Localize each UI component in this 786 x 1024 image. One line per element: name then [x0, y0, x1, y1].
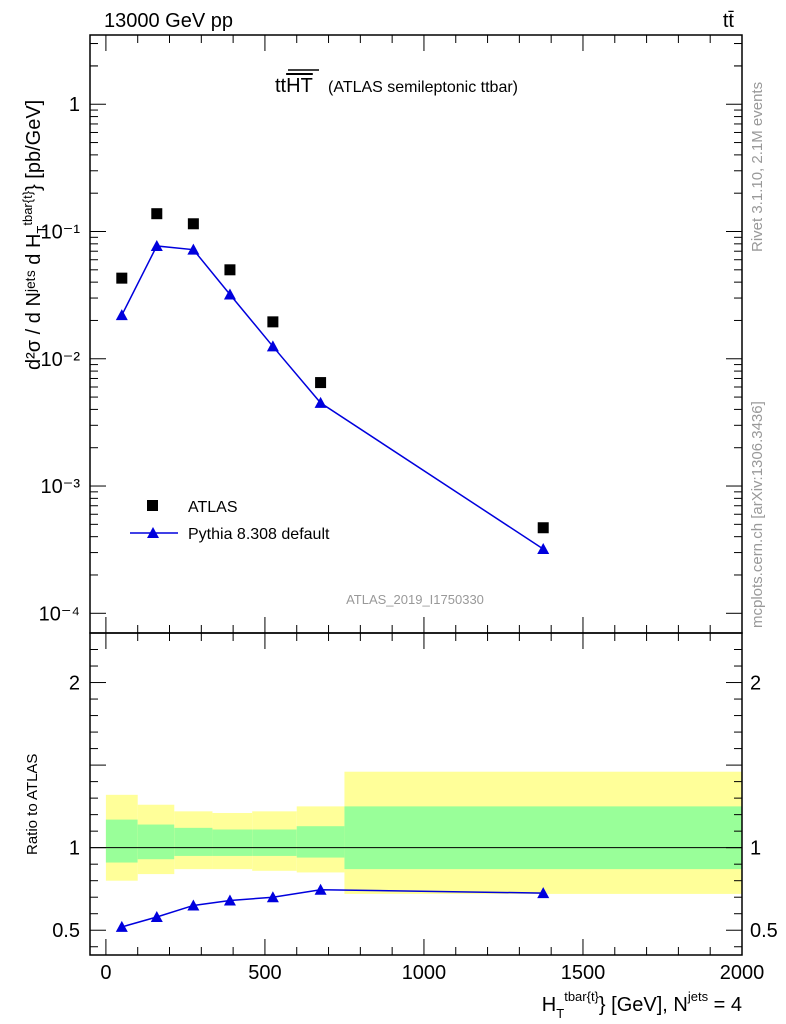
- ratio-y-tick-label: 0.5: [52, 920, 80, 942]
- xlabel: HTtbar{t}} [GeV], Njets = 4: [542, 989, 742, 1021]
- header-left: 13000 GeV pp: [104, 10, 233, 32]
- ratio-mc-point: [187, 899, 200, 911]
- plot-title: ttHT (ATLAS semileptonic ttbar): [275, 69, 518, 97]
- ratio-band-inner: [105, 819, 138, 863]
- mc-point: [150, 239, 163, 251]
- mc-point: [223, 288, 236, 300]
- legend-atlas-marker: [147, 500, 158, 511]
- ratio-mc-point: [150, 911, 163, 923]
- ratio-bands: [105, 771, 742, 894]
- mc-point: [266, 340, 279, 352]
- x-tick-label: 500: [248, 962, 281, 984]
- y-tick-label: 10⁻¹: [41, 222, 81, 244]
- data-point: [315, 377, 327, 389]
- mcplots-label: mcplots.cern.ch [arXiv:1306.3436]: [749, 401, 766, 628]
- main-frame: 1 10⁻¹ 10⁻² 10⁻³ 10⁻⁴: [39, 34, 743, 634]
- ratio-band-inner: [252, 829, 297, 856]
- data-point: [267, 316, 279, 328]
- data-point: [537, 522, 549, 534]
- title-overline: HT: [286, 75, 313, 97]
- legend-mc-label: Pythia 8.308 default: [188, 526, 330, 543]
- ratio-mc-point: [223, 894, 236, 906]
- svg-text:ttHT: ttHT: [275, 75, 313, 97]
- ratio-frame: 0 500 1000 1500 2000 0.5 0.5 1 1 2 2: [52, 632, 778, 984]
- main-plot-frame: [89, 34, 743, 634]
- ratio-y-tick-label: 2: [750, 673, 761, 695]
- x-tick-label: 1500: [561, 962, 606, 984]
- ratio-band-inner: [137, 824, 175, 860]
- ratio-y-tick-label: 2: [69, 673, 80, 695]
- header-right: tt̄: [723, 10, 735, 32]
- main-marks: [115, 208, 550, 555]
- legend-mc-marker: [147, 527, 159, 538]
- ratio-marks: [115, 883, 550, 932]
- legend-atlas-label: ATLAS: [188, 499, 238, 516]
- ylabel-main: d²σ / d Nʲᵉᵗˢ d HTtbar{t}} [pb/GeV]: [20, 100, 49, 370]
- ylabel-ratio: Ratio to ATLAS: [24, 754, 41, 855]
- y-tick-label: 10⁻⁴: [39, 603, 80, 625]
- ratio-band-inner: [212, 829, 253, 856]
- data-point: [116, 272, 128, 284]
- watermark: ATLAS_2019_I1750330: [346, 592, 484, 607]
- mc-point: [115, 309, 128, 321]
- ratio-mc-point: [266, 891, 279, 903]
- ratio-band-inner: [344, 806, 742, 870]
- x-tick-label: 1000: [402, 962, 447, 984]
- x-tick-label: 2000: [720, 962, 765, 984]
- data-point: [151, 208, 163, 220]
- ratio-band-inner: [174, 827, 213, 856]
- mc-line: [121, 245, 544, 550]
- title-sub: (ATLAS semileptonic ttbar): [328, 79, 518, 96]
- ratio-band-inner: [296, 826, 345, 858]
- ratio-mc-point: [314, 883, 327, 895]
- ratio-mc-point: [115, 920, 128, 932]
- ratio-plot-frame: [89, 632, 743, 956]
- mc-point: [187, 243, 200, 255]
- ratio-y-tick-label: 0.5: [750, 920, 778, 942]
- y-tick-label: 10⁻²: [41, 349, 81, 371]
- legend: ATLAS Pythia 8.308 default: [130, 499, 330, 543]
- ratio-y-tick-label: 1: [750, 838, 761, 860]
- data-point: [187, 218, 199, 230]
- rivet-label: Rivet 3.1.10, 2.1M events: [749, 82, 766, 252]
- mc-point: [537, 543, 550, 555]
- ratio-y-tick-label: 1: [69, 838, 80, 860]
- x-tick-label: 0: [100, 962, 111, 984]
- ratio-mc-line: [121, 889, 544, 928]
- mc-point: [314, 396, 327, 408]
- y-tick-label: 1: [69, 94, 80, 116]
- ratio-mc-point: [537, 887, 550, 899]
- title-main: tt: [275, 75, 287, 97]
- data-point: [224, 264, 236, 276]
- y-tick-label: 10⁻³: [41, 476, 81, 498]
